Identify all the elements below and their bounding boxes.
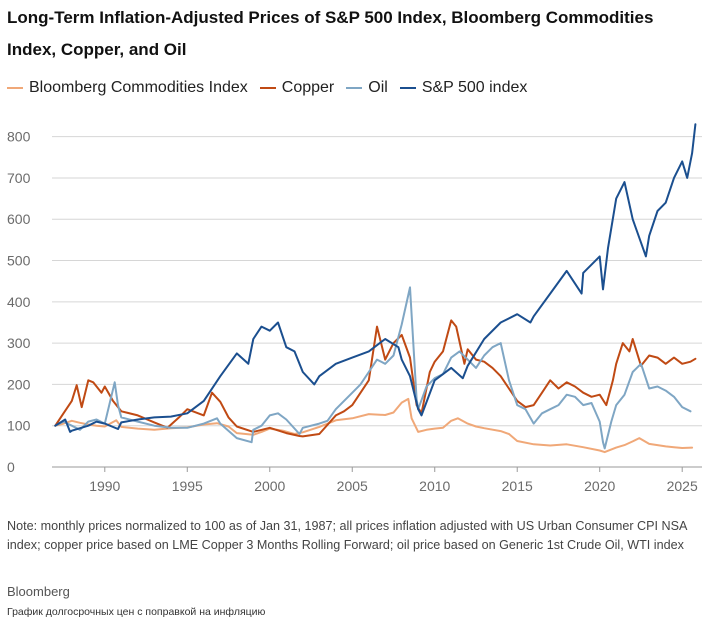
y-tick-label-500: 500 — [7, 253, 31, 269]
series-line-s-p-500-index — [54, 123, 697, 433]
legend-item-bloomberg: Bloomberg Commodities Index — [7, 79, 248, 97]
series-line-oil — [54, 286, 692, 450]
axes: 0 100 200 300 400 500 600 700 800 1990 1995 2000 200… — [7, 129, 698, 494]
y-tick-label-700: 700 — [7, 170, 31, 186]
legend-swatch-oil — [346, 86, 363, 90]
x-tick-label-2025: 2025 — [667, 478, 698, 494]
image-caption: График долгосрочных цен с поправкой на и… — [7, 606, 266, 618]
legend-item-sp500: S&P 500 index — [399, 79, 528, 97]
x-tick-label-2000: 2000 — [254, 478, 285, 494]
y-tick-label-200: 200 — [7, 376, 31, 392]
legend-item-copper: Copper — [259, 79, 335, 97]
legend-label-bloomberg: Bloomberg Commodities Index — [29, 79, 248, 96]
legend-swatch-copper — [259, 86, 276, 90]
legend-label-oil: Oil — [368, 79, 388, 96]
legend-label-copper: Copper — [281, 79, 335, 96]
x-tick-label-2005: 2005 — [337, 478, 368, 494]
y-tick-label-0: 0 — [7, 459, 15, 475]
source-label: Bloomberg — [7, 584, 70, 599]
legend-label-sp500: S&P 500 index — [421, 79, 528, 96]
series-line-bloomberg-commodities-index — [54, 397, 694, 454]
x-tick-label-2015: 2015 — [502, 478, 533, 494]
y-tick-label-600: 600 — [7, 211, 31, 227]
line-chart: 0 100 200 300 400 500 600 700 800 1990 1995 2000 200… — [7, 123, 702, 494]
legend-swatch-bloomberg — [7, 86, 23, 90]
x-tick-label-1995: 1995 — [172, 478, 203, 494]
x-tick-label-2020: 2020 — [584, 478, 615, 494]
chart-note: Note: monthly prices normalized to 100 a… — [7, 519, 687, 552]
y-tick-label-400: 400 — [7, 294, 31, 310]
y-tick-label-100: 100 — [7, 418, 31, 434]
y-tick-label-800: 800 — [7, 129, 31, 145]
chart-legend: Bloomberg Commodities Index Copper Oil S… — [7, 76, 539, 100]
x-tick-label-2010: 2010 — [419, 478, 450, 494]
legend-item-oil: Oil — [346, 79, 388, 97]
series-lines — [54, 123, 697, 454]
chart-title: Long-Term Inflation-Adjusted Prices of S… — [7, 8, 654, 59]
legend-swatch-sp500 — [399, 86, 416, 90]
x-tick-label-1990: 1990 — [89, 478, 120, 494]
y-tick-label-300: 300 — [7, 335, 31, 351]
